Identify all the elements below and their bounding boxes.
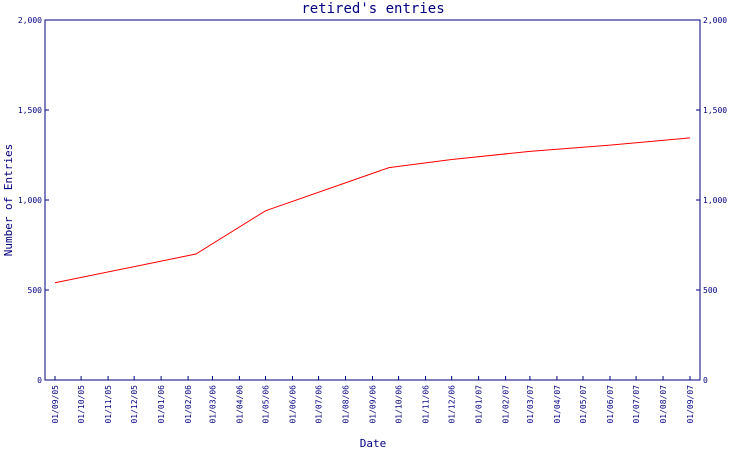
x-tick-label: 01/09/06 [369, 385, 378, 424]
x-tick-label: 01/08/06 [342, 385, 351, 424]
x-tick-label: 01/08/07 [659, 385, 668, 424]
x-tick-label: 01/10/05 [77, 385, 86, 424]
x-tick-label: 01/12/06 [448, 385, 457, 424]
series-line [54, 137, 691, 284]
x-tick-label: 01/10/06 [395, 385, 404, 424]
y-tick-label-left: 1,500 [18, 106, 42, 115]
series-layer [54, 137, 691, 284]
x-tick-label: 01/07/06 [315, 385, 324, 424]
x-tick-label: 01/04/07 [553, 385, 562, 424]
y-tick-label-left: 1,000 [18, 196, 42, 205]
x-tick-label: 01/03/07 [526, 385, 535, 424]
plot-area [44, 19, 701, 381]
x-tick-label: 01/03/06 [208, 385, 217, 424]
y-tick-label-right: 1,000 [703, 196, 727, 205]
x-tick-label: 01/04/06 [235, 385, 244, 424]
x-axis-label: Date [360, 437, 387, 450]
x-tick-label: 01/02/07 [502, 385, 511, 424]
y-tick-label-left: 0 [37, 376, 42, 385]
x-tick-label: 01/07/07 [632, 385, 641, 424]
x-tick-label: 01/11/05 [104, 385, 113, 424]
x-tick-label: 01/01/06 [157, 385, 166, 424]
x-tick-label: 01/02/06 [184, 385, 193, 424]
x-tick-label: 01/01/07 [475, 385, 484, 424]
x-tick-label: 01/06/06 [288, 385, 297, 424]
x-tick-label: 01/12/05 [130, 385, 139, 424]
x-tick-label: 01/11/06 [422, 385, 431, 424]
y-axis-label: Number of Entries [2, 144, 15, 257]
x-tick-label: 01/09/05 [51, 385, 60, 424]
y-tick-label-right: 2,000 [703, 16, 727, 25]
y-tick-label-left: 2,000 [18, 16, 42, 25]
x-tick-label: 01/09/07 [686, 385, 695, 424]
x-tick-label: 01/06/07 [606, 385, 615, 424]
y-tick-label-right: 500 [703, 286, 718, 295]
y-tick-label-right: 1,500 [703, 106, 727, 115]
x-axis: 01/09/05 01/10/05 01/11/05 01/12/05 01/01/06… [51, 376, 695, 424]
x-tick-label: 01/05/07 [579, 385, 588, 424]
y-axis-right: 0 500 1,000 1,500 2,000 [696, 16, 727, 385]
y-tick-label-right: 0 [703, 376, 708, 385]
chart-title: retired's entries [301, 1, 444, 17]
y-axis-left: 0 500 1,000 1,500 2,000 [18, 16, 49, 385]
y-tick-label-left: 500 [28, 286, 43, 295]
x-tick-label: 01/05/06 [262, 385, 271, 424]
